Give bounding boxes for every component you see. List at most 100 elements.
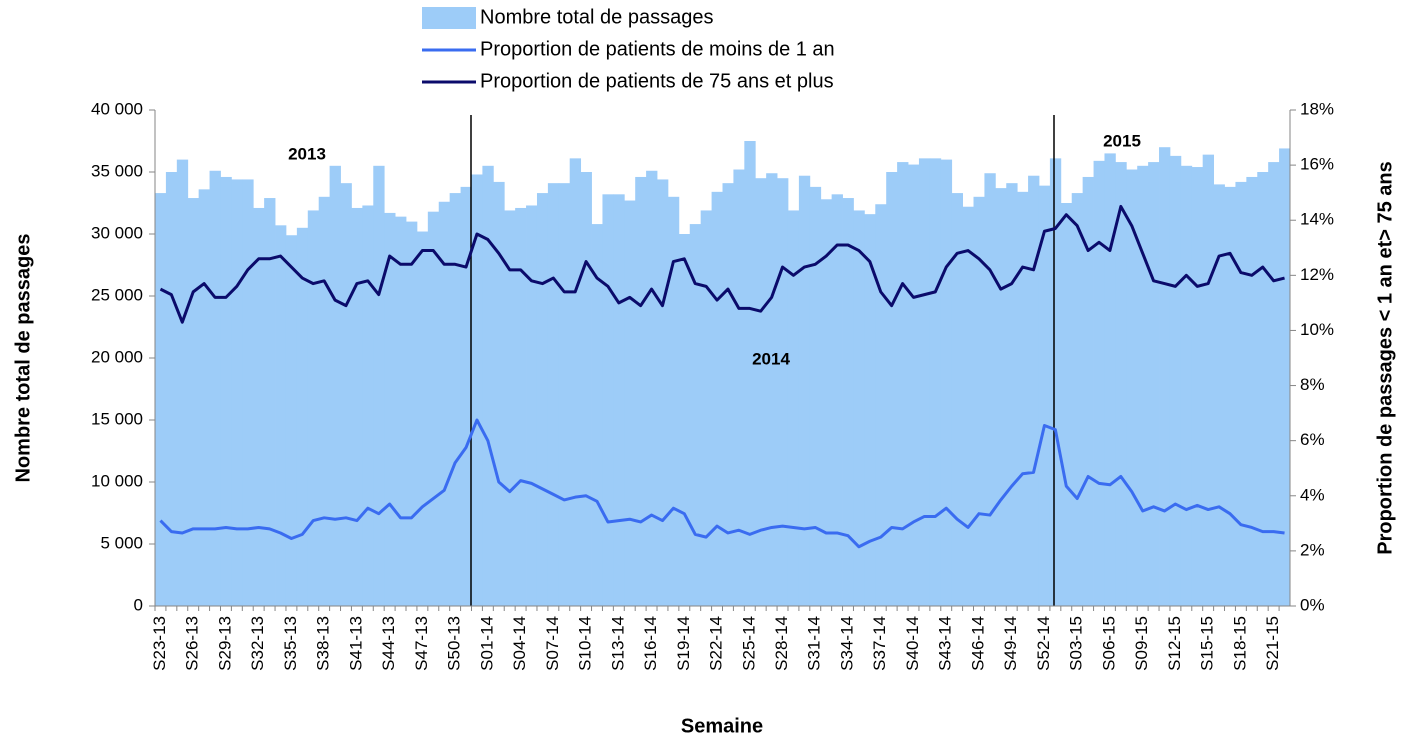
bar <box>471 174 483 607</box>
y2-tick-label: 10% <box>1300 320 1334 339</box>
bar <box>908 164 920 606</box>
x-tick-label: S46-14 <box>968 616 987 671</box>
bar <box>886 172 898 606</box>
x-tick-label: S38-13 <box>314 616 333 671</box>
bar <box>798 175 811 606</box>
x-tick-label: S41-13 <box>346 616 365 671</box>
y2-tick-label: 14% <box>1300 210 1334 229</box>
x-tick-label: S22-14 <box>707 616 726 671</box>
y-tick-label: 0 <box>134 595 143 614</box>
y2-tick-label: 18% <box>1300 99 1334 118</box>
bar <box>1268 162 1280 606</box>
y2-tick-label: 6% <box>1300 430 1325 449</box>
y-axis-title: Nombre total de passages <box>12 234 34 483</box>
bar <box>253 207 265 606</box>
bar <box>493 181 505 607</box>
line <box>159 418 1285 549</box>
bar <box>755 178 767 606</box>
bar <box>285 235 298 607</box>
bar <box>635 176 647 606</box>
y2-tick-label: 8% <box>1300 375 1325 394</box>
x-tick-label: S06-15 <box>1099 616 1118 671</box>
bar <box>406 221 418 606</box>
bar <box>395 216 407 606</box>
x-tick-label: S31-14 <box>805 616 824 671</box>
x-tick-label: S01-14 <box>477 616 496 671</box>
bar <box>373 165 385 607</box>
bar <box>940 159 953 606</box>
bar <box>689 224 702 606</box>
bar <box>1180 165 1193 607</box>
bar <box>995 188 1007 606</box>
bar <box>1202 154 1215 606</box>
bar <box>700 210 712 606</box>
bar <box>962 206 974 606</box>
bar <box>646 170 658 606</box>
bar <box>449 193 461 606</box>
bar <box>1191 167 1204 607</box>
bar <box>1224 186 1236 606</box>
bar <box>918 158 931 607</box>
bar <box>602 194 614 606</box>
bar <box>1060 203 1073 606</box>
x-tick-label: S26-13 <box>183 616 202 671</box>
bar <box>733 169 745 606</box>
bar <box>929 158 942 607</box>
x-tick-label: S15-15 <box>1198 616 1217 671</box>
bar <box>351 207 363 606</box>
bar <box>384 212 396 607</box>
x-tick-label: S29-13 <box>215 616 234 671</box>
bar <box>209 170 221 606</box>
bar <box>231 179 243 606</box>
x-tick-label: S34-14 <box>837 616 856 671</box>
bar <box>722 183 734 606</box>
bar <box>165 172 178 606</box>
y2-tick-label: 12% <box>1300 265 1334 284</box>
bar <box>1071 193 1084 606</box>
x-tick-label: S52-14 <box>1034 616 1053 671</box>
x-tick-label: S28-14 <box>772 616 791 671</box>
bar <box>1126 169 1138 606</box>
x-tick-label: S47-13 <box>412 616 431 671</box>
bar <box>340 183 352 606</box>
bar <box>362 205 374 607</box>
bar <box>526 205 538 607</box>
x-tick-label: S16-14 <box>641 616 660 671</box>
bar <box>820 199 833 606</box>
y2-tick-label: 0% <box>1300 595 1325 614</box>
bar <box>864 214 876 606</box>
x-tick-label: S13-14 <box>608 616 627 671</box>
bar <box>1169 155 1182 606</box>
x-tick-label: S43-14 <box>936 616 955 671</box>
y2-tick-label: 16% <box>1300 155 1334 174</box>
bar <box>897 162 909 606</box>
legend-label: Nombre total de passages <box>480 6 713 28</box>
bar <box>460 186 472 606</box>
x-tick-label: S37-14 <box>870 616 889 671</box>
y-tick-label: 40 000 <box>91 99 143 118</box>
bar <box>809 186 822 606</box>
bar <box>1246 176 1258 606</box>
bar <box>1038 185 1051 606</box>
bar <box>842 198 854 607</box>
bar <box>711 191 723 606</box>
bar <box>678 234 691 606</box>
bar <box>438 201 451 606</box>
x-tick-label: S40-14 <box>903 616 922 671</box>
bar <box>613 194 625 606</box>
bar <box>766 173 778 607</box>
bar <box>264 198 276 607</box>
y2-tick-label: 2% <box>1300 540 1325 559</box>
bar <box>427 211 440 606</box>
bar <box>275 225 287 606</box>
bar <box>1148 162 1160 606</box>
bar <box>569 158 582 607</box>
bar <box>1006 183 1018 606</box>
bar <box>547 183 560 606</box>
bar <box>1235 181 1247 607</box>
x-tick-label: S18-15 <box>1230 616 1249 671</box>
bar <box>318 196 331 607</box>
x-tick-label: S09-15 <box>1132 616 1151 671</box>
bar <box>1137 165 1149 607</box>
